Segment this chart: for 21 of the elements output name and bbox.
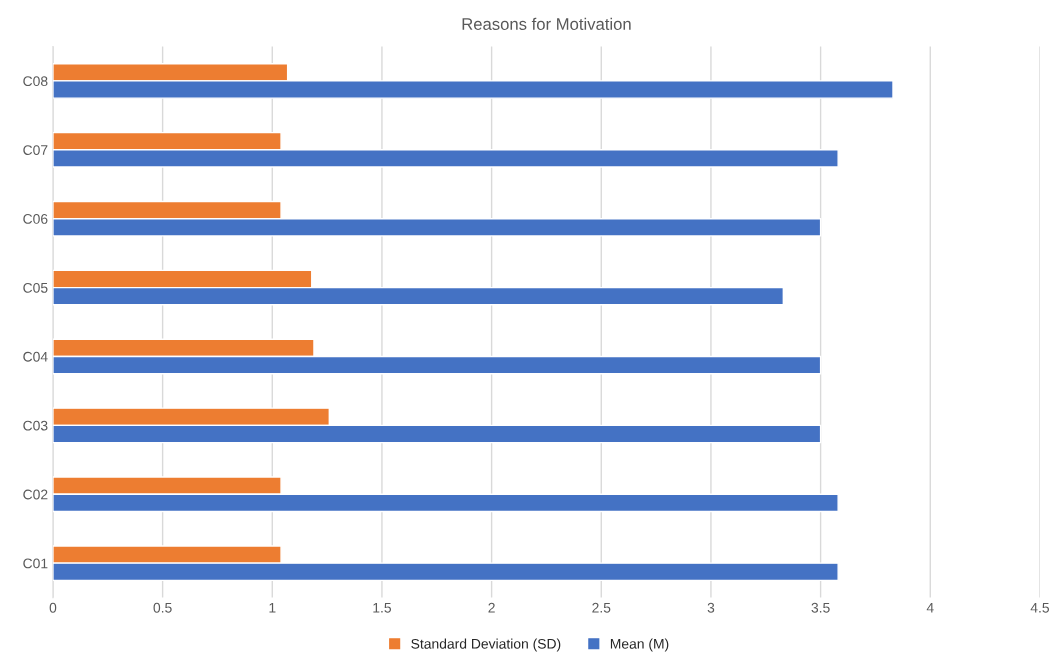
y-tick-label: C07 — [23, 145, 48, 155]
chart-title: Reasons for Motivation — [462, 17, 631, 30]
legend-label: Standard Deviation (SD) — [411, 638, 561, 652]
x-tick-label: 3.5 — [811, 602, 830, 613]
x-tick-label: 0 — [49, 602, 57, 613]
y-tick-label: C04 — [23, 351, 48, 362]
y-tick-label: C08 — [23, 76, 48, 87]
y-tick-label: C03 — [23, 420, 48, 431]
x-tick-label: 4.5 — [1030, 602, 1050, 613]
x-tick-label: 1 — [269, 602, 276, 613]
legend-label: Mean (M) — [610, 638, 669, 652]
y-tick-label: C02 — [23, 489, 48, 500]
x-tick-label: 3 — [707, 602, 715, 613]
x-tick-label: 2 — [488, 602, 495, 613]
y-tick-label: C01 — [23, 558, 48, 569]
x-tick-label: 0.5 — [153, 602, 172, 613]
x-tick-label: 2.5 — [592, 602, 611, 613]
x-tick-label: 1.5 — [373, 602, 392, 613]
x-tick-label: 4 — [926, 602, 934, 613]
y-tick-label: C06 — [23, 214, 48, 224]
y-tick-label: C05 — [23, 282, 48, 293]
